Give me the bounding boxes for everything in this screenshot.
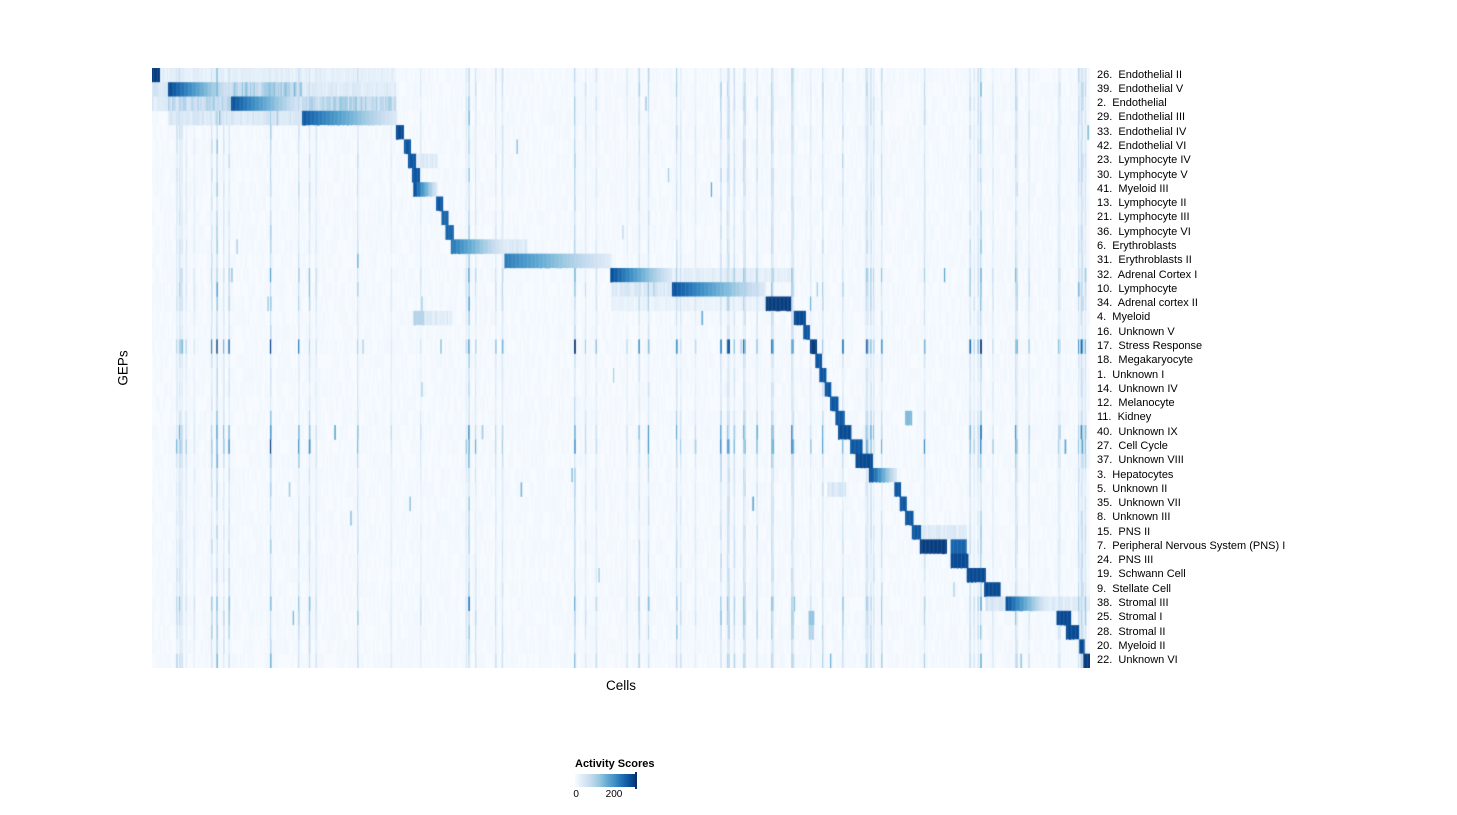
- row-label: 38. Stromal III: [1097, 597, 1169, 610]
- heatmap-canvas: [152, 68, 1090, 668]
- row-label: 25. Stromal I: [1097, 611, 1163, 624]
- y-axis-label: GEPs: [115, 350, 131, 386]
- legend-tick-max: 200: [605, 789, 623, 800]
- row-label: 26. Endothelial II: [1097, 68, 1183, 81]
- row-label: 13. Lymphocyte II: [1097, 197, 1187, 210]
- row-label: 39. Endothelial V: [1097, 82, 1184, 95]
- row-label: 27. Cell Cycle: [1097, 439, 1168, 452]
- row-label: 18. Megakaryocyte: [1097, 354, 1193, 367]
- row-label: 36. Lymphocyte VI: [1097, 225, 1191, 238]
- row-label: 28. Stromal II: [1097, 625, 1166, 638]
- legend-gradient-bar: [575, 772, 637, 789]
- row-label: 33. Endothelial IV: [1097, 125, 1187, 138]
- row-label: 40. Unknown IX: [1097, 425, 1178, 438]
- row-label: 34. Adrenal cortex II: [1097, 297, 1198, 310]
- legend-ticks: 0 200: [573, 789, 637, 801]
- row-label: 12. Melanocyte: [1097, 397, 1175, 410]
- row-label: 10. Lymphocyte: [1097, 282, 1178, 295]
- row-label: 22. Unknown VI: [1097, 654, 1178, 667]
- row-label: 29. Endothelial III: [1097, 111, 1186, 124]
- row-label: 9. Stellate Cell: [1097, 582, 1171, 595]
- row-label: 1. Unknown I: [1097, 368, 1165, 381]
- row-label: 41. Myeloid III: [1097, 182, 1169, 195]
- row-label: 24. PNS III: [1097, 554, 1154, 567]
- row-label: 31. Erythroblasts II: [1097, 254, 1192, 267]
- legend-tick-min: 0: [573, 789, 579, 800]
- row-label: 35. Unknown VII: [1097, 497, 1181, 510]
- row-label: 42. Endothelial VI: [1097, 140, 1187, 153]
- row-label: 7. Peripheral Nervous System (PNS) I: [1097, 539, 1286, 552]
- row-label: 30. Lymphocyte V: [1097, 168, 1188, 181]
- row-label: 15. PNS II: [1097, 525, 1151, 538]
- row-label: 8. Unknown III: [1097, 511, 1171, 524]
- row-label: 4. Myeloid: [1097, 311, 1151, 324]
- row-label: 6. Erythroblasts: [1097, 240, 1177, 253]
- row-label: 14. Unknown IV: [1097, 382, 1178, 395]
- gep-row-labels: 26. Endothelial II 39. Endothelial V 2. En…: [1097, 68, 1453, 668]
- row-label: 20. Myeloid II: [1097, 639, 1166, 652]
- row-label: 19. Schwann Cell: [1097, 568, 1186, 581]
- row-label: 23. Lymphocyte IV: [1097, 154, 1191, 167]
- row-label: 17. Stress Response: [1097, 339, 1203, 352]
- legend: Activity Scores 0 200: [573, 758, 685, 801]
- x-axis-label: Cells: [605, 678, 637, 693]
- row-label: 2. Endothelial: [1097, 97, 1167, 110]
- legend-title: Activity Scores: [575, 758, 655, 770]
- row-label: 37. Unknown VIII: [1097, 454, 1184, 467]
- row-label: 32. Adrenal Cortex I: [1097, 268, 1198, 281]
- legend-end-tick: [635, 772, 637, 789]
- row-label: 21. Lymphocyte III: [1097, 211, 1190, 224]
- row-label: 11. Kidney: [1097, 411, 1152, 424]
- row-label: 3. Hepatocytes: [1097, 468, 1174, 481]
- row-label: 5. Unknown II: [1097, 482, 1168, 495]
- row-label: 16. Unknown V: [1097, 325, 1175, 338]
